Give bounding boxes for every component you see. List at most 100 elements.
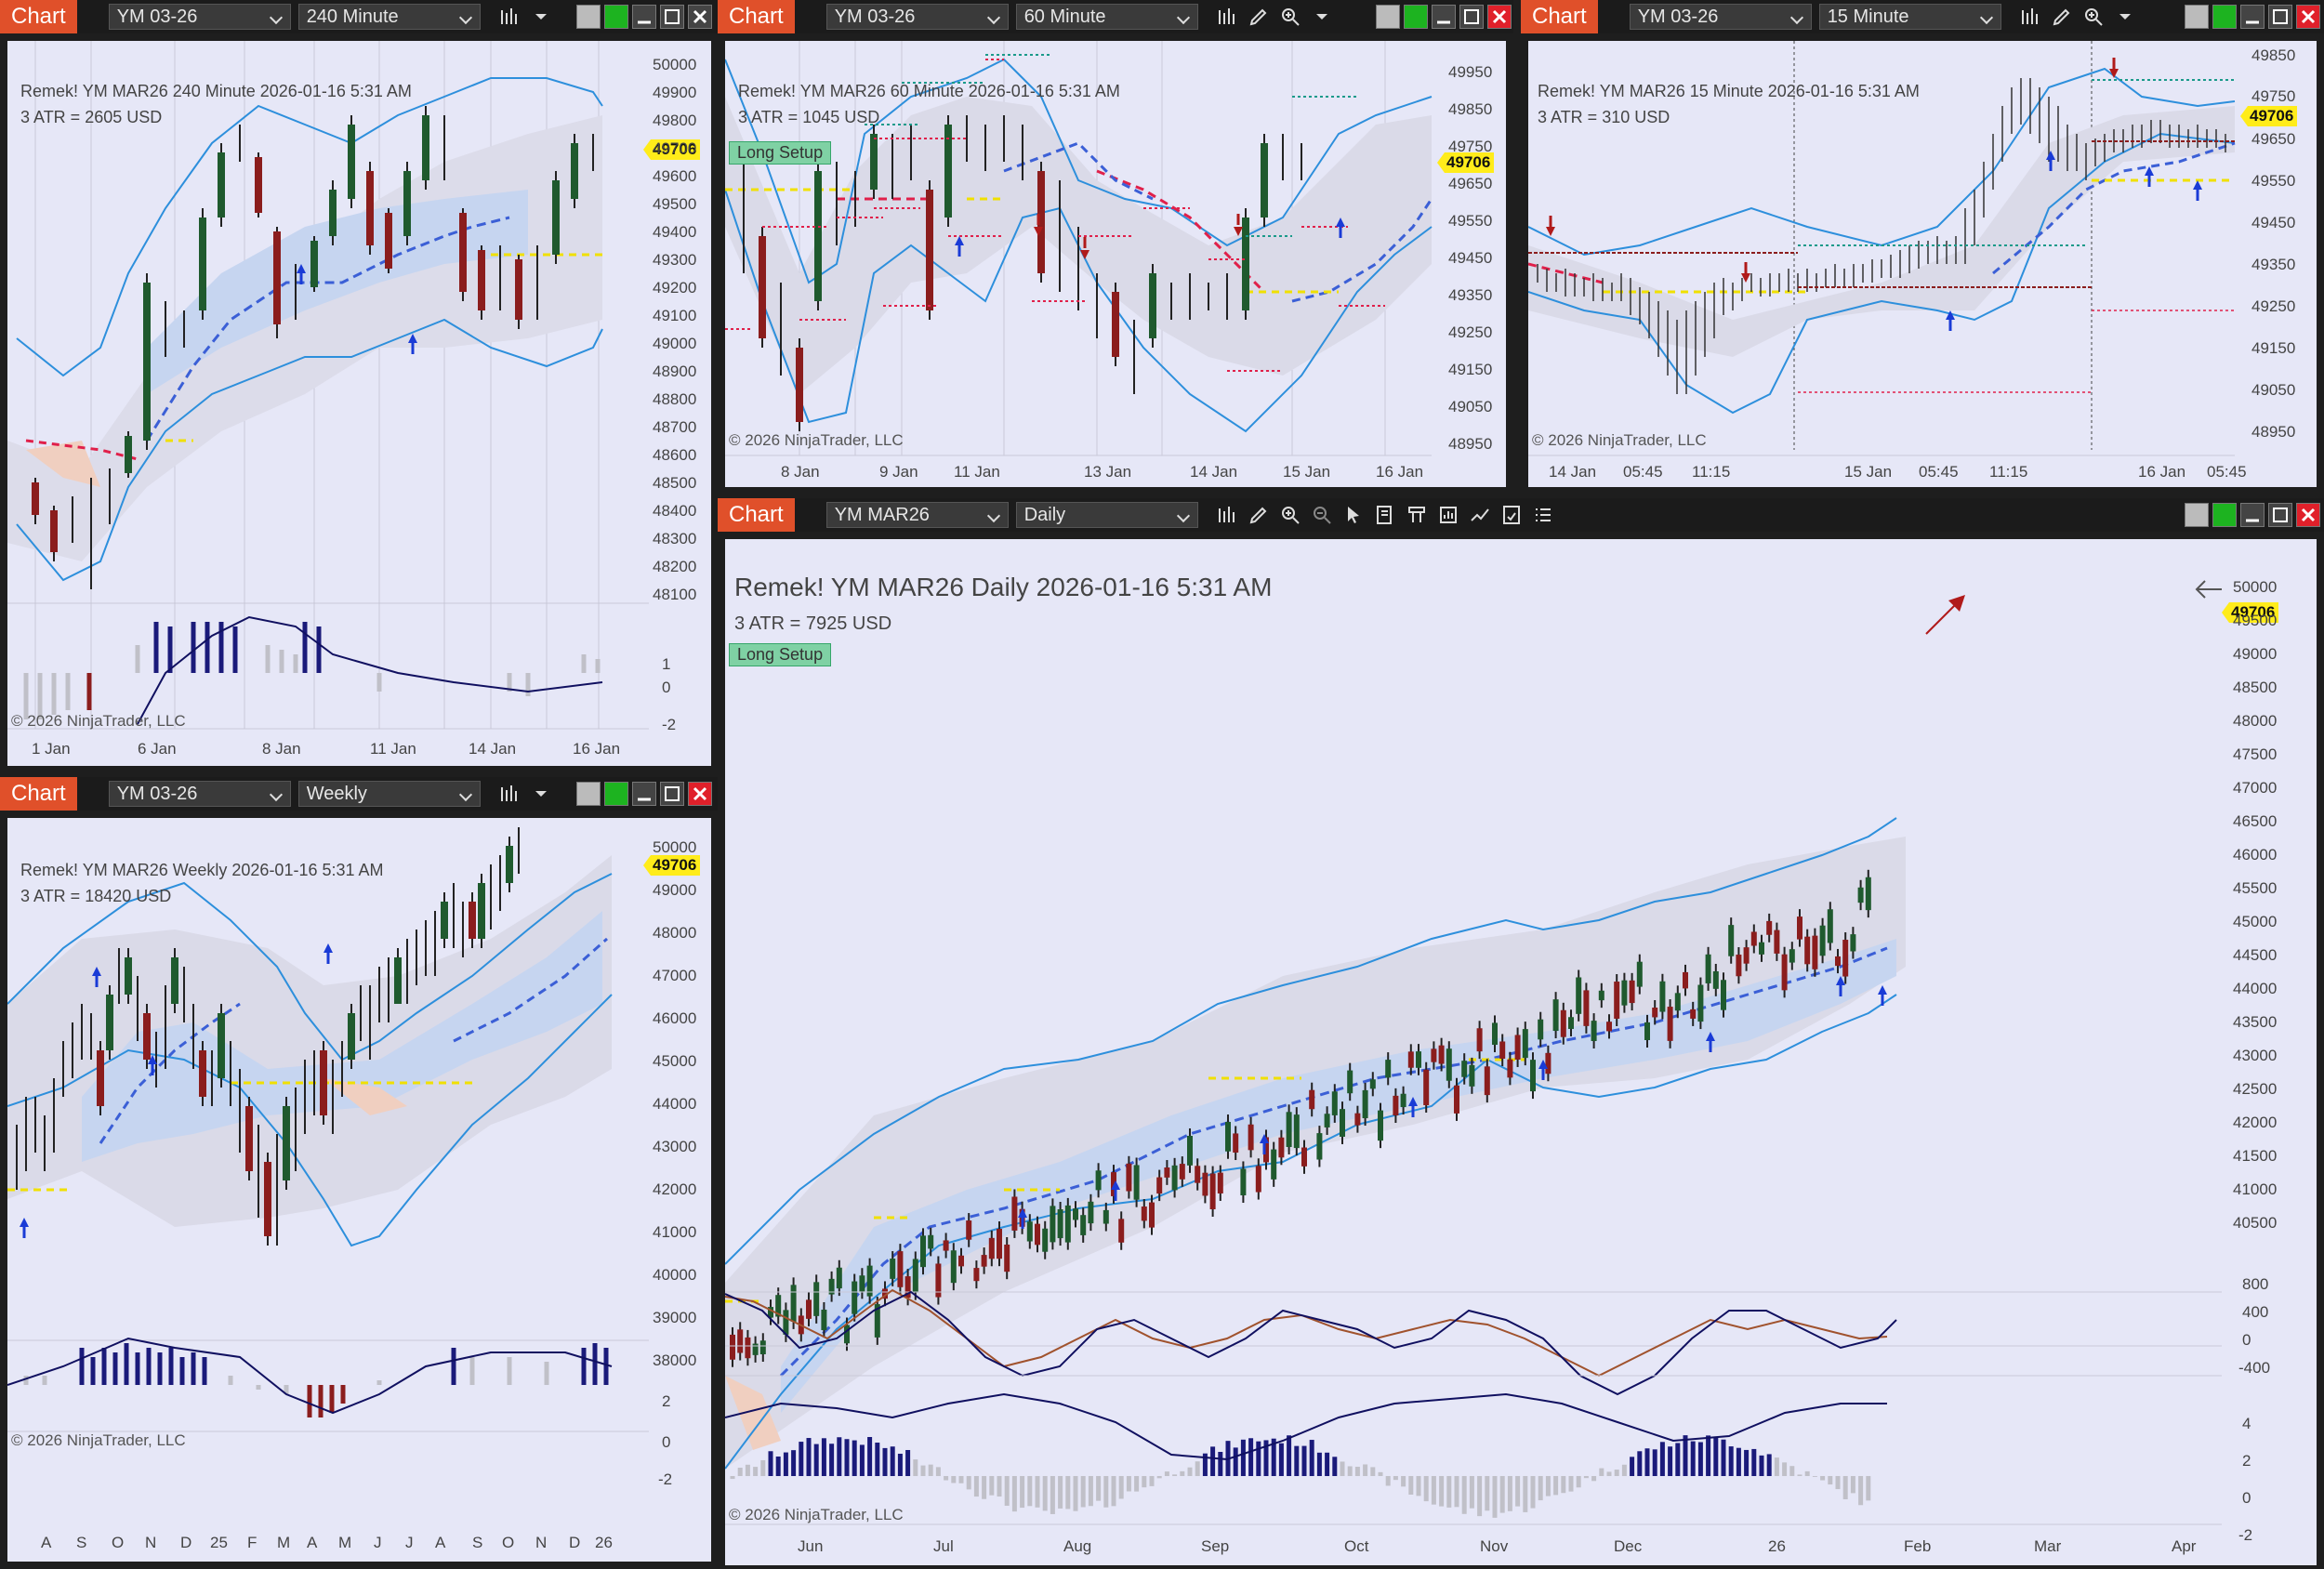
dropdown-icon[interactable] bbox=[529, 782, 553, 806]
close-icon[interactable] bbox=[1487, 5, 1512, 29]
strategy-icon[interactable] bbox=[1436, 503, 1460, 527]
chart-panel[interactable]: Remek! YM MAR26 240 Minute 2026-01-16 5:… bbox=[7, 41, 711, 766]
x-axis[interactable]: 8 Jan 9 Jan 11 Jan 13 Jan 14 Jan 15 Jan 16 Jan bbox=[781, 463, 1424, 481]
candle bbox=[1042, 1228, 1049, 1252]
link-button[interactable] bbox=[2212, 503, 2237, 527]
maximize-icon[interactable] bbox=[2268, 5, 2292, 29]
candle bbox=[737, 1329, 744, 1353]
pencil-icon[interactable] bbox=[1247, 503, 1271, 527]
candle bbox=[1217, 1172, 1223, 1193]
chart-panel[interactable]: Remek! YM MAR26 Daily 2026-01-16 5:31 AM… bbox=[725, 539, 2317, 1565]
period-selector[interactable]: 240 Minute bbox=[297, 4, 481, 30]
close-icon[interactable] bbox=[2296, 5, 2320, 29]
x-axis[interactable]: 14 Jan 05:45 11:15 15 Jan 05:45 11:15 16 Jan 05… bbox=[1549, 463, 2247, 481]
period-selector[interactable]: Daily bbox=[1015, 502, 1198, 528]
bar-chart-icon[interactable] bbox=[1215, 5, 1239, 29]
color-button[interactable] bbox=[576, 782, 601, 806]
period-selector[interactable]: 15 Minute bbox=[1818, 4, 2001, 30]
minimize-icon[interactable] bbox=[2240, 503, 2265, 527]
instrument-selector[interactable]: YM 03-26 bbox=[1629, 4, 1812, 30]
chart-panel[interactable]: Remek! YM MAR26 Weekly 2026-01-16 5:31 A… bbox=[7, 818, 711, 1562]
bar-chart-icon[interactable] bbox=[497, 782, 522, 806]
zoom-in-icon[interactable] bbox=[1278, 5, 1302, 29]
dropdown-icon[interactable] bbox=[2113, 5, 2137, 29]
bar-chart-icon[interactable] bbox=[1215, 503, 1239, 527]
candle bbox=[1164, 1167, 1170, 1178]
data-box-icon[interactable] bbox=[1405, 503, 1429, 527]
color-button[interactable] bbox=[1376, 5, 1400, 29]
maximize-icon[interactable] bbox=[1459, 5, 1484, 29]
chart-tab[interactable]: Chart bbox=[0, 0, 77, 33]
candle bbox=[806, 1299, 812, 1319]
chart-tab[interactable]: Chart bbox=[1521, 0, 1598, 33]
candle bbox=[1530, 1060, 1536, 1092]
minimize-icon[interactable] bbox=[632, 5, 656, 29]
color-button[interactable] bbox=[2185, 503, 2209, 527]
atr-label: 3 ATR = 310 USD bbox=[1538, 108, 1670, 126]
candle bbox=[1248, 1124, 1254, 1151]
minimize-icon[interactable] bbox=[1432, 5, 1456, 29]
list-icon[interactable] bbox=[1531, 503, 1555, 527]
chart-header: Remek! YM MAR26 Weekly 2026-01-16 5:31 A… bbox=[20, 861, 384, 879]
dropdown-icon[interactable] bbox=[1310, 5, 1334, 29]
pencil-icon[interactable] bbox=[1247, 5, 1271, 29]
properties-icon[interactable] bbox=[1373, 503, 1397, 527]
candle bbox=[1865, 877, 1871, 911]
x-axis[interactable]: Jun Jul Aug Sep Oct Nov Dec 26 Feb Mar Apr bbox=[798, 1537, 2197, 1555]
x-axis[interactable]: A S O N D 25 F M A M J J A S O N D 26 bbox=[41, 1534, 613, 1551]
formula-icon[interactable] bbox=[1499, 503, 1524, 527]
color-button[interactable] bbox=[576, 5, 601, 29]
dropdown-icon[interactable] bbox=[529, 5, 553, 29]
candle bbox=[1233, 1133, 1239, 1154]
copyright: © 2026 NinjaTrader, LLC bbox=[729, 431, 904, 449]
zoom-out-icon[interactable] bbox=[1310, 503, 1334, 527]
color-button[interactable] bbox=[2185, 5, 2209, 29]
link-button[interactable] bbox=[604, 782, 628, 806]
close-icon[interactable] bbox=[2296, 503, 2320, 527]
instrument-selector[interactable]: YM 03-26 bbox=[108, 781, 291, 807]
current-price-tag: 49706 bbox=[1437, 152, 1495, 173]
chart-window-weekly: Chart YM 03-26 Weekly Remek! YM MAR26 We… bbox=[0, 777, 718, 1569]
candle bbox=[1118, 1219, 1125, 1243]
link-button[interactable] bbox=[1404, 5, 1428, 29]
candle bbox=[1705, 954, 1711, 983]
chart-window-daily: Chart YM MAR26 Daily Remek! YM MAR26 Dai… bbox=[718, 498, 2324, 1569]
candle bbox=[1035, 1223, 1040, 1246]
candle bbox=[1614, 982, 1620, 1019]
candle bbox=[1621, 980, 1628, 1006]
bar-chart-icon[interactable] bbox=[2018, 5, 2042, 29]
chart-tab[interactable]: Chart bbox=[718, 0, 795, 33]
candle bbox=[1454, 1085, 1459, 1114]
period-selector[interactable]: Weekly bbox=[297, 781, 481, 807]
x-axis[interactable]: 1 Jan 6 Jan 8 Jan 11 Jan 14 Jan 16 Jan bbox=[32, 740, 621, 758]
instrument-selector[interactable]: YM 03-26 bbox=[108, 4, 291, 30]
candle bbox=[1095, 1170, 1102, 1191]
candle bbox=[1179, 1164, 1185, 1180]
zoom-in-icon[interactable] bbox=[1278, 503, 1302, 527]
minimize-icon[interactable] bbox=[632, 782, 656, 806]
close-icon[interactable] bbox=[688, 782, 712, 806]
bar-chart-icon[interactable] bbox=[497, 5, 522, 29]
chart-window-240min: Chart YM 03-26 240 Minute Remek! YM MAR2… bbox=[0, 0, 718, 770]
candle bbox=[836, 1267, 842, 1289]
minimize-icon[interactable] bbox=[2240, 5, 2265, 29]
zoom-in-icon[interactable] bbox=[2081, 5, 2106, 29]
chart-panel[interactable]: Remek! YM MAR26 60 Minute 2026-01-16 5:3… bbox=[725, 41, 1506, 487]
maximize-icon[interactable] bbox=[660, 782, 684, 806]
back-arrow-icon[interactable] bbox=[2192, 578, 2224, 600]
pencil-icon[interactable] bbox=[2050, 5, 2074, 29]
chart-panel[interactable]: Remek! YM MAR26 15 Minute 2026-01-16 5:3… bbox=[1528, 41, 2317, 487]
maximize-icon[interactable] bbox=[660, 5, 684, 29]
close-icon[interactable] bbox=[688, 5, 712, 29]
chart-tab[interactable]: Chart bbox=[718, 498, 795, 532]
indicator-icon[interactable] bbox=[1468, 503, 1492, 527]
pointer-icon[interactable] bbox=[1341, 503, 1366, 527]
period-selector[interactable]: 60 Minute bbox=[1015, 4, 1198, 30]
chart-tab[interactable]: Chart bbox=[0, 777, 77, 811]
link-button[interactable] bbox=[604, 5, 628, 29]
link-button[interactable] bbox=[2212, 5, 2237, 29]
instrument-selector[interactable]: YM 03-26 bbox=[825, 4, 1009, 30]
maximize-icon[interactable] bbox=[2268, 503, 2292, 527]
current-price-tag: 49706 bbox=[643, 855, 701, 876]
instrument-selector[interactable]: YM MAR26 bbox=[825, 502, 1009, 528]
